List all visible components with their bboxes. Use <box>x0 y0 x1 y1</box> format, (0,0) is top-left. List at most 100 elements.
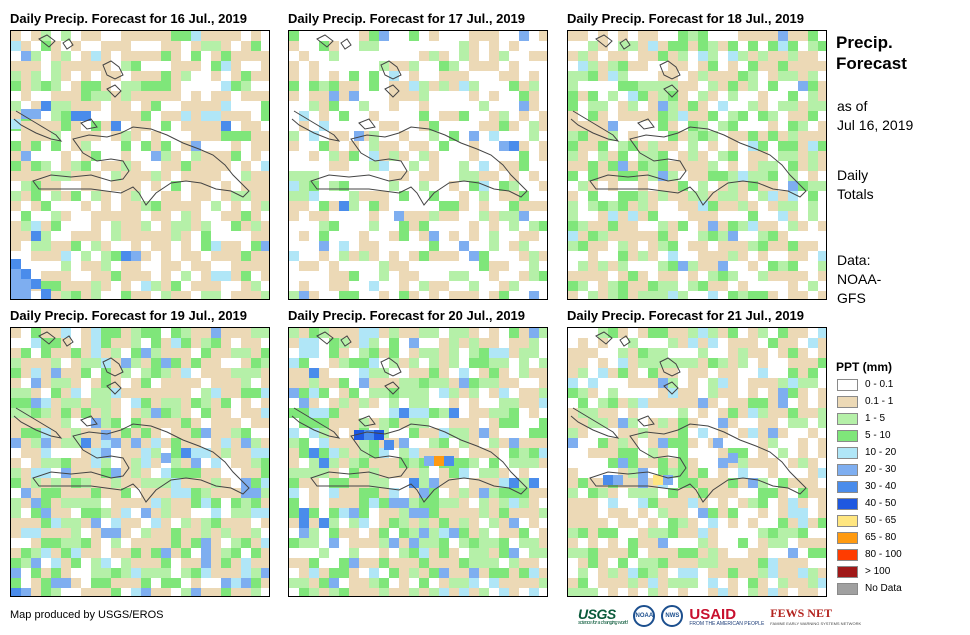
precip-cell <box>211 241 221 251</box>
usgs-tagline: science for a changing world <box>578 620 628 626</box>
precip-cell <box>658 41 668 51</box>
precip-cell <box>568 141 578 151</box>
precip-cell <box>261 61 269 71</box>
precip-cell <box>758 328 768 338</box>
precip-cell <box>161 261 171 271</box>
precip-cell <box>241 508 251 518</box>
precip-cell <box>191 518 201 528</box>
precip-cell <box>798 538 808 548</box>
precip-cell <box>628 161 638 171</box>
precip-cell <box>379 578 389 588</box>
precip-cell <box>11 161 21 171</box>
precip-cell <box>429 81 439 91</box>
precip-cell <box>131 398 141 408</box>
precip-cell <box>111 438 121 448</box>
precip-cell <box>111 338 121 348</box>
precip-cell <box>161 141 171 151</box>
precip-cell <box>499 211 509 221</box>
precip-cell <box>141 488 151 498</box>
precip-cell <box>151 358 161 368</box>
precip-cell <box>788 41 798 51</box>
precip-cell <box>758 568 768 578</box>
precip-cell <box>389 468 399 478</box>
precip-cell <box>91 338 101 348</box>
precip-cell <box>31 101 41 111</box>
precip-cell <box>21 151 31 161</box>
precip-cell <box>469 291 479 299</box>
precip-cell <box>758 488 768 498</box>
precip-cell <box>788 458 798 468</box>
precip-cell <box>241 181 251 191</box>
precip-cell <box>658 191 668 201</box>
precip-cell <box>678 478 688 488</box>
precip-cell <box>349 338 359 348</box>
precip-cell <box>71 478 81 488</box>
precip-cell <box>419 538 429 548</box>
precip-cell <box>638 141 648 151</box>
precip-cell <box>21 518 31 528</box>
precip-cell <box>121 171 131 181</box>
precip-cell <box>628 191 638 201</box>
precip-cell <box>309 171 319 181</box>
precip-cell <box>251 51 261 61</box>
precip-cell <box>499 488 509 498</box>
precip-cell <box>261 191 269 201</box>
precip-cell <box>231 558 241 568</box>
precip-cell <box>151 558 161 568</box>
precip-cell <box>121 211 131 221</box>
precip-cell <box>429 528 439 538</box>
precip-cell <box>201 328 211 338</box>
precip-cell <box>668 528 678 538</box>
precip-cell <box>211 518 221 528</box>
precip-cell <box>598 111 608 121</box>
precip-cell <box>519 528 529 538</box>
precip-cell <box>91 151 101 161</box>
precip-cell <box>191 251 201 261</box>
precip-cell <box>21 181 31 191</box>
precip-cell <box>131 458 141 468</box>
precip-cell <box>479 348 489 358</box>
precip-cell <box>231 538 241 548</box>
precip-cell <box>578 51 588 61</box>
precip-cell <box>101 251 111 261</box>
precip-cell <box>221 31 231 41</box>
precip-cell <box>261 368 269 378</box>
precip-cell <box>389 358 399 368</box>
precip-cell <box>91 101 101 111</box>
precip-cell <box>419 91 429 101</box>
precip-cell <box>578 578 588 588</box>
precip-cell <box>359 378 369 388</box>
precip-cell <box>409 528 419 538</box>
precip-cell <box>171 161 181 171</box>
precip-cell <box>289 181 299 191</box>
legend-item: 1 - 5 <box>837 412 885 425</box>
precip-cell <box>598 161 608 171</box>
coastline <box>619 335 631 347</box>
precip-cell <box>728 358 738 368</box>
precip-cell <box>479 588 489 596</box>
precip-cell <box>519 568 529 578</box>
precip-cell <box>299 328 309 338</box>
precip-cell <box>409 141 419 151</box>
precip-cell <box>658 328 668 338</box>
precip-cell <box>509 488 519 498</box>
precip-cell <box>141 251 151 261</box>
precip-cell <box>678 261 688 271</box>
precip-cell <box>101 201 111 211</box>
precip-cell <box>101 508 111 518</box>
precip-cell <box>678 508 688 518</box>
precip-cell <box>181 448 191 458</box>
precip-cell <box>808 201 818 211</box>
precip-cell <box>568 131 578 141</box>
precip-cell <box>329 161 339 171</box>
precip-cell <box>319 438 329 448</box>
precip-cell <box>568 378 578 388</box>
precip-cell <box>698 328 708 338</box>
precip-cell <box>241 328 251 338</box>
precip-cell <box>708 81 718 91</box>
precip-cell <box>608 161 618 171</box>
precip-cell <box>71 91 81 101</box>
precip-cell <box>131 171 141 181</box>
precip-cell <box>41 378 51 388</box>
precip-cell <box>201 538 211 548</box>
